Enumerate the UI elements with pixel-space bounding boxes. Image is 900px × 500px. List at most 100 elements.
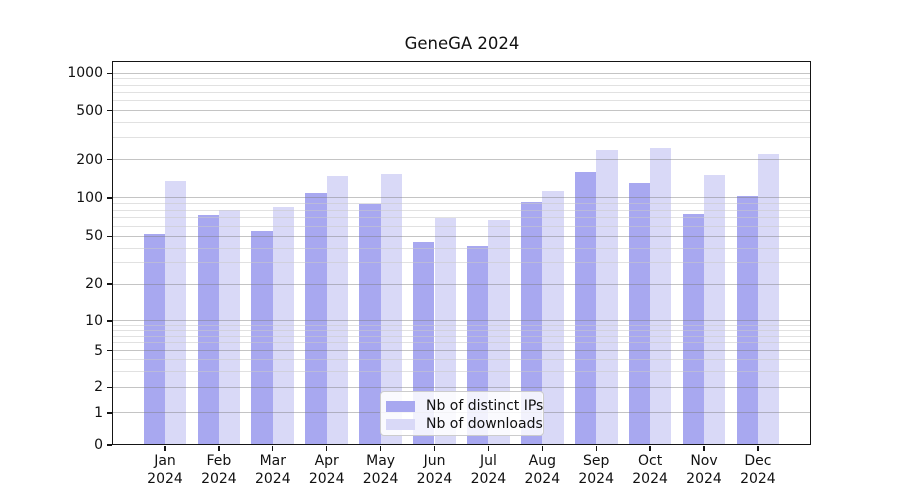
minor-gridline bbox=[113, 370, 811, 372]
legend: Nb of distinct IPs Nb of downloads bbox=[380, 391, 544, 436]
minor-gridline bbox=[113, 262, 811, 264]
x-tick-mark bbox=[218, 446, 220, 451]
y-tick-label: 1000 bbox=[67, 65, 103, 82]
major-gridline bbox=[113, 159, 811, 161]
bar-distinct-ips-oct bbox=[628, 183, 651, 445]
bar-downloads-nov bbox=[704, 175, 726, 445]
major-gridline bbox=[113, 386, 811, 388]
bar-downloads-dec bbox=[757, 154, 780, 445]
y-tick-mark bbox=[107, 109, 112, 112]
minor-gridline bbox=[113, 137, 811, 139]
x-tick-label: Dec 2024 bbox=[740, 453, 776, 487]
y-tick-label: 1 bbox=[94, 404, 103, 421]
minor-gridline bbox=[113, 335, 811, 337]
x-tick-mark bbox=[541, 446, 543, 451]
bar-distinct-ips-may bbox=[359, 204, 381, 445]
y-tick-mark bbox=[107, 412, 112, 414]
bar-distinct-ips-feb bbox=[197, 214, 219, 445]
minor-gridline bbox=[113, 247, 811, 249]
major-gridline bbox=[113, 110, 811, 112]
minor-gridline bbox=[113, 324, 811, 326]
bar-downloads-feb bbox=[218, 210, 241, 445]
major-gridline bbox=[113, 235, 811, 237]
y-tick-mark bbox=[107, 72, 112, 74]
legend-item-downloads: Nb of downloads bbox=[386, 415, 543, 433]
x-tick-label: Apr 2024 bbox=[308, 453, 345, 487]
minor-gridline bbox=[113, 122, 811, 124]
bar-distinct-ips-dec bbox=[736, 195, 758, 445]
y-tick-mark bbox=[107, 320, 112, 322]
y-tick-mark bbox=[107, 197, 112, 199]
legend-swatch-downloads bbox=[386, 418, 415, 430]
minor-gridline bbox=[113, 330, 811, 331]
y-tick-mark bbox=[107, 235, 112, 238]
x-tick-mark bbox=[379, 446, 382, 451]
major-gridline bbox=[113, 283, 811, 285]
y-tick-label: 500 bbox=[76, 102, 103, 119]
bar-downloads-jun bbox=[434, 217, 456, 445]
minor-gridline bbox=[113, 225, 811, 227]
x-tick-label: Nov 2024 bbox=[686, 453, 722, 487]
bar-downloads-aug bbox=[542, 191, 564, 445]
minor-gridline bbox=[113, 203, 811, 205]
x-tick-label: Mar 2024 bbox=[254, 453, 291, 487]
x-tick-label: Sep 2024 bbox=[578, 453, 614, 487]
y-tick-label: 20 bbox=[85, 276, 103, 293]
x-tick-label: Jan 2024 bbox=[147, 453, 183, 487]
x-tick-mark bbox=[164, 446, 166, 451]
minor-gridline bbox=[113, 84, 811, 86]
major-gridline bbox=[113, 197, 811, 199]
x-tick-label: Jul 2024 bbox=[470, 453, 507, 487]
bar-distinct-ips-apr bbox=[305, 192, 327, 445]
legend-item-distinct-ips: Nb of distinct IPs bbox=[386, 397, 543, 415]
y-tick-mark bbox=[107, 158, 112, 161]
x-tick-mark bbox=[487, 446, 490, 451]
y-tick-label: 5 bbox=[94, 342, 103, 359]
bar-distinct-ips-sep bbox=[574, 171, 597, 445]
minor-gridline bbox=[113, 359, 811, 361]
y-tick-label: 0 bbox=[94, 437, 103, 453]
minor-gridline bbox=[113, 100, 811, 102]
x-tick-mark bbox=[433, 446, 436, 451]
bar-downloads-may bbox=[380, 173, 402, 445]
legend-label: Nb of downloads bbox=[426, 416, 543, 432]
major-gridline bbox=[113, 320, 811, 322]
minor-gridline bbox=[113, 209, 811, 211]
y-tick-label: 50 bbox=[85, 228, 103, 245]
legend-label: Nb of distinct IPs bbox=[426, 398, 544, 414]
bar-distinct-ips-mar bbox=[251, 231, 273, 445]
major-gridline bbox=[113, 72, 811, 74]
bars-layer bbox=[113, 62, 811, 445]
grid-layer bbox=[113, 62, 811, 445]
plot-area bbox=[113, 62, 811, 445]
x-tick-mark bbox=[649, 446, 651, 451]
y-tick-label: 10 bbox=[85, 312, 103, 329]
x-tick-mark bbox=[757, 446, 759, 451]
chart-title: GeneGA 2024 bbox=[404, 34, 520, 53]
y-tick-mark bbox=[107, 283, 112, 285]
x-tick-mark bbox=[326, 446, 328, 451]
minor-gridline bbox=[113, 78, 811, 80]
x-tick-label: Oct 2024 bbox=[632, 453, 668, 487]
x-tick-mark bbox=[595, 446, 597, 451]
bar-distinct-ips-nov bbox=[682, 213, 704, 445]
x-tick-label: Jun 2024 bbox=[416, 453, 453, 487]
y-tick-mark bbox=[107, 386, 112, 388]
y-tick-label: 200 bbox=[76, 151, 103, 168]
x-tick-mark bbox=[272, 446, 274, 451]
x-tick-mark bbox=[703, 446, 705, 451]
minor-gridline bbox=[113, 92, 811, 93]
minor-gridline bbox=[113, 342, 811, 344]
y-tick-mark bbox=[107, 444, 112, 446]
x-tick-label: Aug 2024 bbox=[524, 453, 561, 487]
y-tick-label: 100 bbox=[76, 189, 103, 206]
bar-downloads-apr bbox=[326, 176, 349, 445]
bar-downloads-jul bbox=[488, 220, 510, 445]
y-tick-label: 2 bbox=[94, 379, 103, 396]
x-tick-label: May 2024 bbox=[362, 453, 399, 487]
legend-swatch-distinct-ips bbox=[386, 400, 415, 412]
minor-gridline bbox=[113, 217, 811, 219]
major-gridline bbox=[113, 350, 811, 352]
bar-downloads-jan bbox=[165, 181, 187, 445]
